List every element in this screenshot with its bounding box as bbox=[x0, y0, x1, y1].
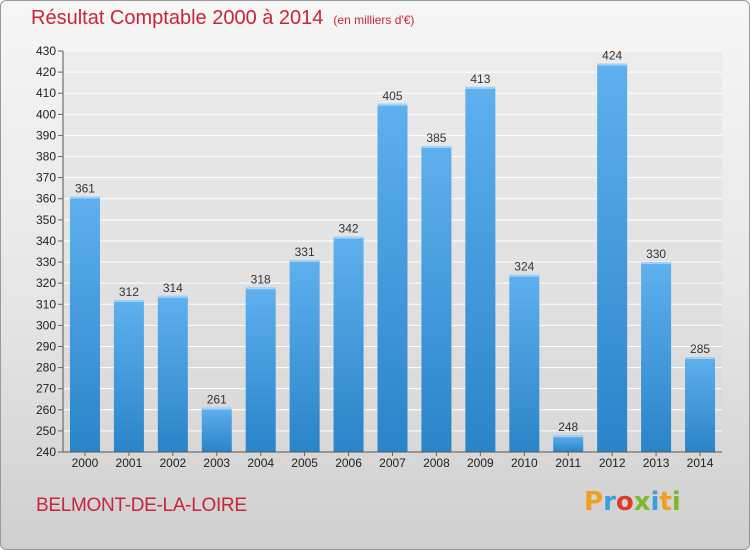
data-label: 331 bbox=[295, 245, 315, 259]
chart-title-text: Résultat Comptable 2000 à 2014 bbox=[31, 7, 324, 29]
y-tick-label: 360 bbox=[36, 192, 56, 206]
bar bbox=[201, 407, 232, 452]
chart-title: Résultat Comptable 2000 à 2014 (en millie… bbox=[31, 7, 414, 30]
y-tick-label: 430 bbox=[36, 44, 56, 58]
y-tick-label: 390 bbox=[36, 128, 56, 142]
y-tick-label: 340 bbox=[36, 234, 56, 248]
bar bbox=[421, 145, 452, 452]
x-tick-label: 2011 bbox=[555, 456, 581, 470]
x-axis: 2000 2001 2002 2003 2004 2005 2006 2007 2008 2009… bbox=[63, 451, 722, 470]
x-tick-label: 2003 bbox=[203, 456, 230, 470]
bar-highlight bbox=[289, 259, 320, 262]
bar-highlight bbox=[201, 407, 232, 410]
y-tick-label: 270 bbox=[36, 382, 56, 396]
bar bbox=[465, 86, 496, 453]
x-tick-label: 2000 bbox=[72, 456, 99, 470]
bars: 361 312 314 261 318 331 342 405 385 413 324 248 424 3… bbox=[69, 49, 716, 453]
x-tick-label: 2007 bbox=[379, 456, 406, 470]
bar bbox=[69, 196, 100, 452]
bar bbox=[289, 259, 320, 452]
bar bbox=[509, 274, 540, 452]
y-axis: 240 250 260 270 280 290 300 310 320 330 340 350 360 3… bbox=[36, 44, 64, 459]
data-label: 385 bbox=[426, 131, 446, 145]
bar-highlight bbox=[465, 86, 496, 89]
x-tick-label: 2002 bbox=[159, 456, 186, 470]
data-label: 342 bbox=[339, 222, 359, 236]
x-tick-label: 2001 bbox=[116, 456, 143, 470]
bar bbox=[597, 63, 628, 453]
data-label: 312 bbox=[119, 285, 139, 299]
data-label: 405 bbox=[382, 89, 402, 103]
proxiti-logo[interactable]: Proxiti bbox=[584, 487, 681, 517]
y-tick-label: 350 bbox=[36, 213, 56, 227]
x-tick-label: 2009 bbox=[467, 456, 494, 470]
bar bbox=[685, 357, 716, 452]
y-tick-label: 260 bbox=[36, 403, 56, 417]
bar bbox=[641, 262, 672, 452]
x-tick-label: 2010 bbox=[511, 456, 538, 470]
data-label: 318 bbox=[251, 272, 271, 286]
data-label: 361 bbox=[75, 182, 95, 196]
bar bbox=[377, 103, 408, 453]
y-tick-label: 410 bbox=[36, 86, 56, 100]
y-tick-label: 250 bbox=[36, 424, 56, 438]
bar-highlight bbox=[333, 236, 364, 239]
bar-highlight bbox=[641, 262, 672, 265]
y-tick-label: 400 bbox=[36, 107, 56, 121]
bar-highlight bbox=[69, 196, 100, 199]
bar bbox=[553, 435, 584, 452]
place-name: BELMONT-DE-LA-LOIRE bbox=[36, 495, 247, 516]
data-label: 413 bbox=[470, 72, 490, 86]
bar-highlight bbox=[553, 435, 584, 438]
logo-letter: o bbox=[615, 487, 634, 517]
y-tick-label: 280 bbox=[36, 361, 56, 375]
bar-highlight bbox=[509, 274, 540, 277]
logo-letter: r bbox=[603, 487, 616, 517]
logo-letter: t bbox=[659, 487, 672, 517]
bar-highlight bbox=[377, 103, 408, 106]
chart-unit-note: (en milliers d'€) bbox=[333, 13, 415, 27]
bar bbox=[333, 236, 364, 452]
y-tick-label: 300 bbox=[36, 318, 56, 332]
data-label: 330 bbox=[646, 247, 666, 261]
bar bbox=[157, 295, 188, 452]
x-tick-label: 2005 bbox=[291, 456, 318, 470]
data-label: 424 bbox=[602, 49, 622, 63]
y-tick-label: 330 bbox=[36, 255, 56, 269]
x-tick-label: 2013 bbox=[643, 456, 670, 470]
data-label: 285 bbox=[690, 342, 710, 356]
x-tick-label: 2004 bbox=[247, 456, 274, 470]
logo-letter: x bbox=[633, 487, 651, 517]
x-tick-label: 2014 bbox=[687, 456, 714, 470]
data-label: 261 bbox=[207, 393, 227, 407]
x-tick-label: 2008 bbox=[423, 456, 450, 470]
x-tick-label: 2012 bbox=[599, 456, 626, 470]
y-tick-label: 320 bbox=[36, 276, 56, 290]
data-label: 314 bbox=[163, 281, 183, 295]
y-tick-label: 310 bbox=[36, 297, 56, 311]
x-tick-label: 2006 bbox=[335, 456, 362, 470]
logo-letter: i bbox=[650, 487, 660, 517]
logo-letter: i bbox=[671, 487, 681, 517]
y-tick-label: 240 bbox=[36, 445, 56, 459]
data-label: 324 bbox=[514, 260, 534, 274]
bar-highlight bbox=[245, 287, 276, 290]
bar bbox=[113, 300, 144, 452]
bar-highlight bbox=[157, 295, 188, 298]
y-tick-label: 420 bbox=[36, 65, 56, 79]
bar-highlight bbox=[421, 145, 452, 148]
bar-highlight bbox=[113, 300, 144, 303]
bar bbox=[245, 287, 276, 452]
y-tick-label: 370 bbox=[36, 171, 56, 185]
y-tick-label: 380 bbox=[36, 150, 56, 164]
bar-highlight bbox=[685, 357, 716, 360]
bar-highlight bbox=[597, 63, 628, 66]
logo-letter: P bbox=[584, 487, 604, 517]
data-label: 248 bbox=[558, 420, 578, 434]
y-tick-label: 290 bbox=[36, 339, 56, 353]
